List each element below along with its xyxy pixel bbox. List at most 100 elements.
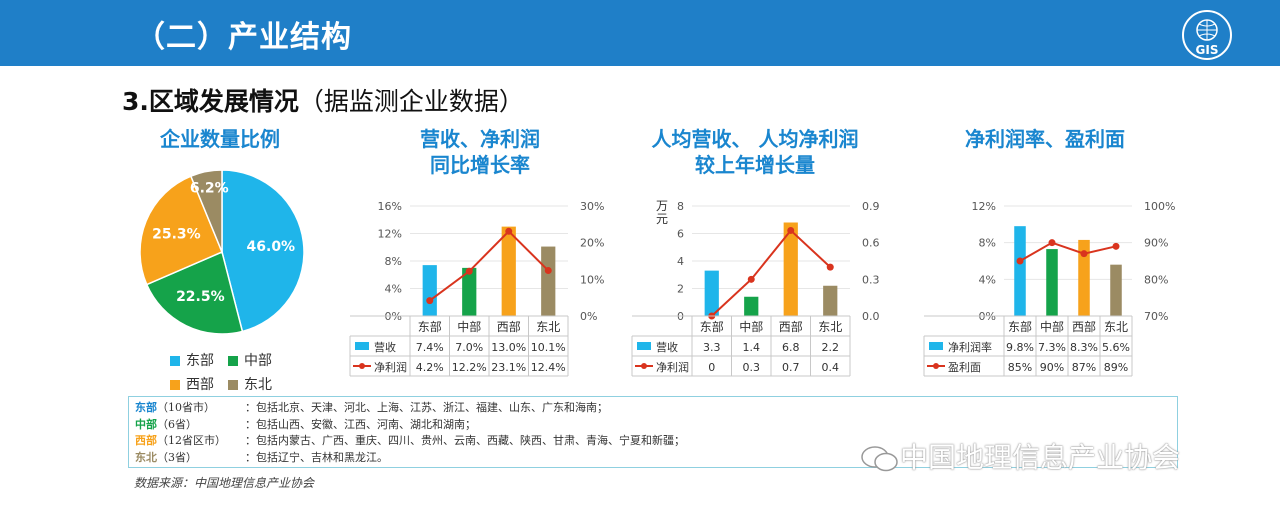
region-name: 东北	[135, 450, 157, 464]
legend-label-bar: 净利润率	[948, 340, 992, 354]
legend-item: 东北	[228, 374, 272, 394]
line-point	[787, 226, 795, 234]
legend-label: 东北	[244, 377, 272, 393]
category-label: 东部	[1008, 319, 1032, 334]
region-row-central: 中部（6省） ：包括山西、安徽、江西、河南、湖北和湖南；	[135, 417, 1171, 434]
region-desc: ：包括辽宁、吉林和黑龙江。	[245, 450, 388, 464]
line-data-label: 85%	[1008, 361, 1032, 374]
chart2-title: 人均营收、 人均净利润 较上年增长量	[630, 126, 880, 178]
legend-swatch-bar	[929, 342, 943, 350]
line-data-label: 90%	[1040, 361, 1064, 374]
right-axis-tick: 70%	[1144, 310, 1168, 323]
category-label: 西部	[497, 319, 521, 334]
line-data-label: 0.4	[822, 361, 840, 374]
line-point	[747, 275, 755, 283]
bar-data-label: 10.1%	[531, 341, 566, 354]
legend-label-bar: 营收	[374, 340, 396, 354]
bar-data-label: 1.4	[743, 341, 761, 354]
bar	[1014, 226, 1026, 316]
legend-label-line: 盈利面	[948, 361, 981, 374]
left-axis-tick: 12%	[378, 228, 402, 241]
line-data-label: 23.1%	[491, 361, 526, 374]
legend-line-point	[933, 363, 939, 369]
bar-data-label: 13.0%	[491, 341, 526, 354]
watermark: 中国地理信息产业协会	[860, 436, 1180, 476]
right-axis-tick: 10%	[580, 273, 604, 286]
bar	[1078, 239, 1090, 316]
legend-label: 中部	[244, 353, 272, 369]
region-name: 西部	[135, 434, 157, 447]
line-point	[1048, 239, 1056, 247]
bar	[541, 246, 556, 316]
region-name: 东部	[135, 401, 157, 414]
region-count: （6省）	[157, 417, 197, 431]
line-point	[465, 267, 473, 275]
bar	[422, 265, 437, 316]
line-data-label: 0.3	[743, 361, 761, 374]
left-axis-tick: 16%	[378, 200, 402, 213]
bar	[823, 285, 838, 316]
subtitle-note: （据监测企业数据）	[298, 87, 524, 116]
bar-data-label: 7.3%	[1038, 341, 1066, 354]
chart1-title: 营收、净利润 同比增长率	[380, 126, 580, 178]
subtitle-main: 3.区域发展情况	[122, 87, 299, 116]
bar-data-label: 2.2	[822, 341, 840, 354]
line-data-label: 0	[708, 361, 715, 374]
legend-label-line: 净利润	[656, 360, 689, 374]
right-axis-tick: 0.3	[862, 273, 880, 286]
legend-item: 西部	[170, 374, 214, 394]
bar	[744, 296, 759, 316]
category-label: 东部	[418, 319, 442, 334]
bar-data-label: 9.8%	[1006, 341, 1034, 354]
category-label: 中部	[739, 319, 763, 334]
chart1-title-line2: 同比增长率	[430, 153, 530, 177]
line-series	[711, 228, 831, 317]
bar	[462, 267, 477, 316]
bar-data-label: 7.0%	[455, 341, 483, 354]
chart3-title: 净利润率、盈利面	[940, 126, 1150, 152]
line-point	[826, 263, 834, 271]
line-data-label: 87%	[1072, 361, 1096, 374]
line-data-label: 4.2%	[416, 361, 444, 374]
legend-label: 东部	[186, 353, 214, 369]
category-label: 中部	[457, 319, 481, 334]
line-series	[429, 229, 549, 302]
bar	[783, 222, 798, 316]
legend-line-point	[641, 363, 647, 369]
legend-swatch	[228, 356, 238, 366]
pie-slice	[145, 250, 244, 335]
category-label: 西部	[1072, 319, 1096, 334]
category-label: 西部	[779, 319, 803, 334]
left-axis-tick: 4%	[979, 273, 996, 286]
bar	[501, 226, 516, 316]
right-axis-tick: 0%	[580, 310, 597, 323]
combo-chart-per-capita: 024680.00.30.60.9万元东部3.30中部1.40.3西部6.80.…	[631, 199, 880, 377]
right-axis-tick: 90%	[1144, 237, 1168, 250]
legend-swatch	[170, 356, 180, 366]
region-row-east: 东部（10省市） ：包括北京、天津、河北、上海、江苏、浙江、福建、山东、广东和海南…	[135, 400, 1171, 417]
right-axis-tick: 0.9	[862, 200, 880, 213]
line-point	[544, 267, 552, 275]
region-count: （10省市）	[157, 401, 215, 414]
legend-label-line: 净利润	[374, 360, 407, 374]
pie-slice	[189, 169, 223, 253]
pie-slice-label: 46.0%	[247, 239, 296, 255]
legend-item: 中部	[228, 350, 272, 370]
legend-swatch-bar	[637, 342, 651, 350]
line-point	[505, 227, 513, 235]
legend-swatch-bar	[355, 342, 369, 350]
category-label: 中部	[1040, 319, 1064, 334]
category-label: 东部	[700, 319, 724, 334]
bar-data-label: 8.3%	[1070, 341, 1098, 354]
legend-label-bar: 营收	[656, 340, 678, 354]
region-count: （3省）	[157, 450, 197, 464]
legend-label: 西部	[186, 377, 214, 393]
globe-logo-icon: GIS	[1182, 10, 1232, 60]
pie-slice-label: 25.3%	[152, 226, 201, 242]
bar-data-label: 7.4%	[416, 341, 444, 354]
line-point	[1112, 242, 1120, 250]
bar-data-label: 5.6%	[1102, 341, 1130, 354]
region-name: 中部	[135, 417, 157, 431]
right-axis-tick: 20%	[580, 237, 604, 250]
region-definitions: 东部（10省市） ：包括北京、天津、河北、上海、江苏、浙江、福建、山东、广东和海南…	[128, 396, 1178, 468]
